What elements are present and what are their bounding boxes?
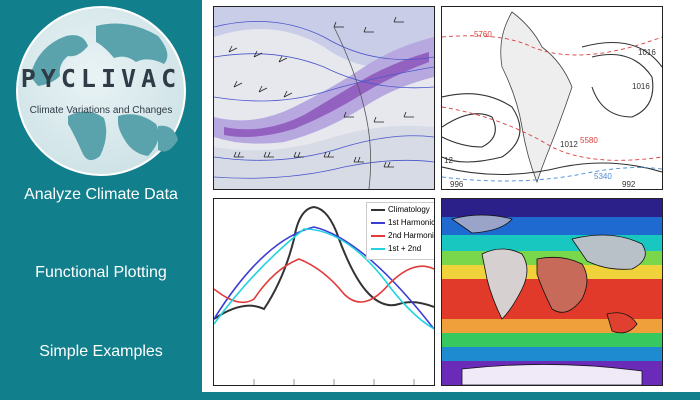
pyclivac-logo[interactable]: PYCLIVAC Climate Variations and Changes [8, 6, 194, 176]
legend-item: 1st + 2nd [371, 244, 421, 254]
bottom-bar [202, 392, 700, 400]
legend-item: 2nd Harmonic [371, 231, 434, 241]
legend-item: 1st Harmonic [371, 218, 434, 228]
legend-item: Climatology [371, 205, 430, 215]
harmonics-plot-image: Climatology 1st Harmonic 2nd Harmonic 1s… [213, 198, 435, 386]
nav-item-functional-plotting[interactable]: Functional Plotting [35, 264, 167, 281]
nav-item-simple-examples[interactable]: Simple Examples [39, 343, 163, 360]
logo-subtitle: Climate Variations and Changes [29, 105, 173, 116]
nav-item-analyze-climate-data[interactable]: Analyze Climate Data [24, 186, 178, 203]
contour-label: 12 [444, 156, 453, 165]
contour-label: 5340 [594, 172, 612, 181]
contour-label: 992 [622, 180, 636, 189]
contour-label: 1016 [638, 48, 656, 57]
contour-label: 1016 [632, 82, 650, 91]
sidebar: PYCLIVAC Climate Variations and Changes … [0, 0, 202, 400]
contour-label: 5580 [580, 136, 598, 145]
harmonics-legend: Climatology 1st Harmonic 2nd Harmonic 1s… [366, 202, 434, 260]
contour-label: 996 [450, 180, 464, 189]
contour-label: 1012 [560, 140, 578, 149]
global-temperature-map-image [441, 198, 663, 386]
globe-icon [16, 6, 186, 176]
contour-label: 5760 [474, 30, 492, 39]
contour-map-image: 5760 1016 1016 5580 5340 1012 996 992 12 [441, 6, 663, 190]
wind-barbs-map-image [213, 6, 435, 190]
logo-title: PYCLIVAC [20, 64, 182, 93]
